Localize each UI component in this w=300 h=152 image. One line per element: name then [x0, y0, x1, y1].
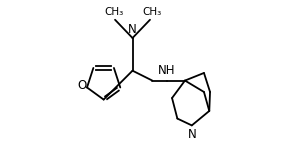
- Text: N: N: [128, 23, 137, 36]
- Text: CH₃: CH₃: [104, 7, 123, 17]
- Text: CH₃: CH₃: [142, 7, 161, 17]
- Text: N: N: [188, 128, 196, 142]
- Text: NH: NH: [158, 64, 175, 77]
- Text: O: O: [78, 79, 87, 92]
